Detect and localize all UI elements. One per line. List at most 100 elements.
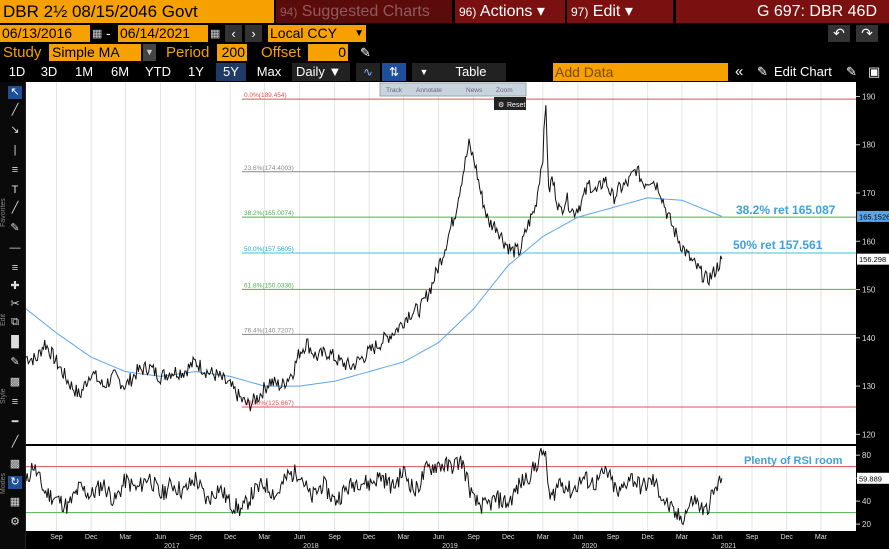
settings-icon[interactable]: ✎ bbox=[846, 64, 857, 79]
actions-label: Actions ▾ bbox=[479, 3, 545, 20]
cursor-icon[interactable]: ↖ bbox=[8, 86, 22, 99]
period-1y[interactable]: 1Y bbox=[188, 64, 204, 79]
favorites-label: Favorites bbox=[0, 198, 7, 227]
gear-icon[interactable]: ⚙ bbox=[10, 516, 20, 528]
draw-line-icon[interactable]: ╱ bbox=[11, 104, 19, 116]
table-icon[interactable]: ▦ bbox=[9, 496, 21, 508]
edit-menu[interactable]: 97) Edit ▾ bbox=[567, 0, 673, 23]
period-ytd[interactable]: YTD bbox=[145, 64, 171, 79]
period-3d[interactable]: 3D bbox=[40, 64, 58, 79]
brush-icon[interactable]: ✎ bbox=[10, 356, 20, 368]
collapse-button[interactable]: « bbox=[735, 63, 744, 80]
fibonacci-label: 61.8%(150.0336) bbox=[244, 282, 294, 289]
fill-icon[interactable]: ▩ bbox=[9, 376, 21, 388]
rsi-line bbox=[26, 448, 723, 526]
frequency-select[interactable]: Daily ▼ bbox=[292, 63, 350, 81]
chart[interactable]: 0.0%(189.454) 23.6%(174.4003) 38.2%(165.00… bbox=[26, 82, 889, 549]
y-tick-label: 130 bbox=[862, 382, 876, 391]
period-5y[interactable]: 5Y bbox=[216, 63, 246, 81]
rsi-annotation: Plenty of RSI room bbox=[744, 455, 843, 467]
news-button[interactable]: News bbox=[466, 87, 483, 94]
x-month-label: Dec bbox=[502, 534, 515, 541]
x-month-label: Dec bbox=[780, 534, 793, 541]
rsi-value-tag-bg bbox=[857, 472, 889, 484]
study-bar: Study Simple MA ▼ Period 200 Offset 0 ✎ bbox=[0, 43, 889, 62]
line-width-icon[interactable]: ≡ bbox=[11, 396, 19, 408]
last-price-tag: 156.298 bbox=[859, 255, 886, 264]
pen-icon[interactable]: ✎ bbox=[10, 222, 20, 234]
bar-chart-icon[interactable]: ▩ bbox=[9, 458, 21, 470]
refresh-icon[interactable]: ↻ bbox=[8, 476, 22, 489]
actions-menu[interactable]: 96) Actions ▾ bbox=[455, 0, 565, 23]
x-month-label: Mar bbox=[119, 534, 132, 541]
trash-icon[interactable]: █ bbox=[11, 336, 19, 348]
x-month-label: Mar bbox=[815, 534, 828, 541]
fibonacci-label: 0.0%(189.454) bbox=[244, 92, 287, 99]
channel-icon[interactable]: ≡ bbox=[11, 262, 19, 274]
line-chart-icon[interactable]: ∿ bbox=[356, 63, 380, 81]
arrow-icon[interactable]: ↘ bbox=[10, 124, 20, 136]
rsi-y-tick-label: 20 bbox=[862, 520, 871, 529]
prev-period-button[interactable]: ‹ bbox=[225, 25, 242, 42]
x-month-label: Sep bbox=[189, 534, 202, 541]
currency-select[interactable]: Local CCY ▼ bbox=[268, 25, 366, 42]
scissors-icon[interactable]: ✂ bbox=[10, 298, 20, 310]
vertical-line-icon[interactable]: | bbox=[13, 144, 17, 156]
style-section-label: Style bbox=[0, 388, 7, 404]
slash-icon[interactable]: ╱ bbox=[11, 436, 19, 448]
suggested-charts-menu[interactable]: 94) Suggested Charts bbox=[276, 0, 452, 23]
track-button[interactable]: Track bbox=[386, 87, 403, 94]
offset-label: Offset bbox=[261, 44, 301, 61]
period-6m[interactable]: 6M bbox=[110, 64, 130, 79]
zoom-button[interactable]: Zoom bbox=[496, 87, 513, 94]
x-month-label: Sep bbox=[328, 534, 341, 541]
period-1d[interactable]: 1D bbox=[8, 64, 26, 79]
redo-button[interactable]: ↷ bbox=[856, 25, 878, 42]
add-data-input[interactable]: Add Data bbox=[553, 63, 728, 81]
crosshair-icon[interactable]: ✚ bbox=[10, 280, 20, 292]
x-month-label: Dec bbox=[641, 534, 654, 541]
period-max[interactable]: Max bbox=[256, 64, 282, 79]
title-bar: DBR 2½ 08/15/2046 Govt 94) Suggested Cha… bbox=[0, 0, 889, 24]
overlay-toolbar: Track Annotate News Zoom ⚙ Reset bbox=[379, 82, 527, 110]
x-year-label: 2020 bbox=[582, 543, 598, 549]
period-label: Period bbox=[166, 44, 210, 61]
x-month-label: Sep bbox=[467, 534, 480, 541]
reset-button[interactable]: Reset bbox=[507, 102, 525, 109]
fullscreen-icon[interactable]: ▣ bbox=[868, 64, 881, 79]
period-input[interactable]: 200 bbox=[217, 44, 247, 61]
edit-number: 97) bbox=[571, 5, 589, 19]
x-year-label: 2021 bbox=[721, 543, 737, 549]
bar-chart-icon[interactable]: ⇅ bbox=[382, 63, 406, 81]
undo-button[interactable]: ↶ bbox=[828, 25, 850, 42]
fibonacci-icon[interactable]: ≡ bbox=[11, 164, 19, 176]
x-year-label: 2019 bbox=[442, 543, 458, 549]
annotate-button[interactable]: Annotate bbox=[416, 87, 442, 94]
offset-input[interactable]: 0 bbox=[308, 44, 348, 61]
pencil-icon[interactable]: ✎ bbox=[360, 45, 371, 60]
grid-lines bbox=[55, 82, 822, 531]
chevron-down-icon[interactable]: ▼ bbox=[412, 63, 436, 81]
calendar-icon[interactable]: ▦ bbox=[210, 28, 221, 40]
period-1m[interactable]: 1M bbox=[74, 64, 94, 79]
horizontal-line-icon[interactable]: — bbox=[9, 242, 21, 254]
study-label: Study bbox=[3, 44, 42, 61]
start-date-input[interactable]: 06/13/2016 bbox=[0, 25, 90, 42]
table-button[interactable]: Table bbox=[436, 63, 506, 81]
line-style-icon[interactable]: ━ bbox=[11, 416, 19, 428]
end-date-input[interactable]: 06/14/2021 bbox=[118, 25, 208, 42]
price-y-axis: 120 130 140 150 160 170 180 190 bbox=[856, 92, 876, 439]
x-month-label: Sep bbox=[746, 534, 759, 541]
study-select[interactable]: Simple MA bbox=[49, 44, 141, 61]
ma-value-tag: 165.1526 bbox=[859, 212, 889, 221]
x-month-label: Mar bbox=[676, 534, 689, 541]
trend-line-icon[interactable]: ╱ bbox=[11, 202, 19, 214]
calendar-icon[interactable]: ▦ bbox=[92, 28, 103, 40]
ticker-field[interactable]: DBR 2½ 08/15/2046 Govt bbox=[0, 0, 274, 23]
edit-chart-button[interactable]: Edit Chart bbox=[774, 64, 832, 79]
next-period-button[interactable]: › bbox=[245, 25, 262, 42]
copy-icon[interactable]: ⧉ bbox=[11, 316, 19, 328]
chevron-down-icon[interactable]: ▼ bbox=[143, 44, 156, 61]
text-icon[interactable]: T bbox=[11, 184, 19, 196]
fibonacci-label: 23.6%(174.4003) bbox=[244, 165, 294, 172]
